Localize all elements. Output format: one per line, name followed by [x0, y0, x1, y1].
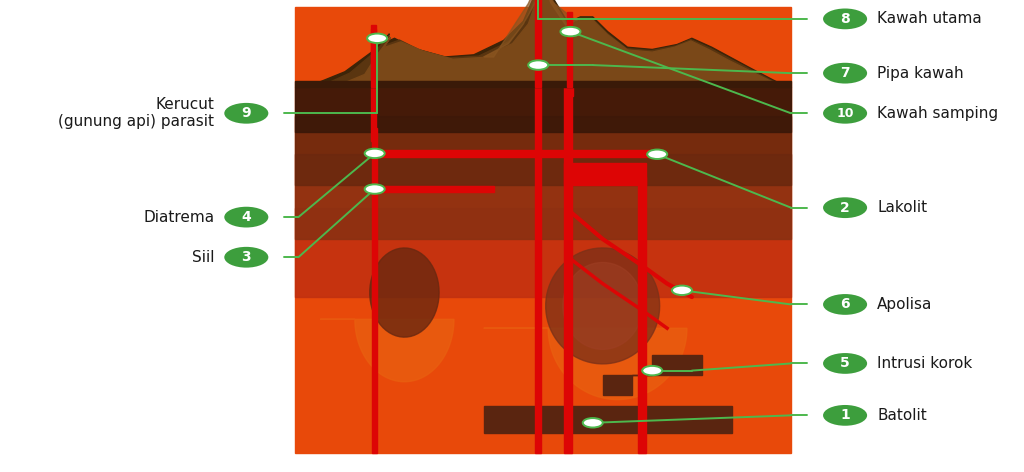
Circle shape: [365, 185, 385, 194]
Polygon shape: [563, 262, 643, 349]
Polygon shape: [370, 150, 558, 157]
Polygon shape: [536, 0, 542, 453]
Polygon shape: [536, 0, 542, 87]
Text: Batolit: Batolit: [878, 408, 927, 423]
Circle shape: [642, 366, 663, 375]
Polygon shape: [295, 117, 791, 185]
Text: 9: 9: [242, 106, 251, 120]
Text: 3: 3: [242, 250, 251, 264]
Text: Pipa kawah: Pipa kawah: [878, 66, 964, 81]
Circle shape: [368, 34, 387, 43]
Polygon shape: [483, 0, 578, 57]
Polygon shape: [295, 87, 791, 132]
Polygon shape: [567, 20, 573, 96]
Circle shape: [823, 63, 867, 84]
Circle shape: [560, 27, 581, 36]
Circle shape: [823, 197, 867, 218]
Polygon shape: [372, 127, 377, 453]
Polygon shape: [564, 74, 572, 453]
Text: Kawah utama: Kawah utama: [878, 11, 982, 26]
Circle shape: [823, 8, 867, 29]
Polygon shape: [295, 154, 791, 239]
Circle shape: [647, 150, 668, 159]
Text: Siil: Siil: [191, 250, 214, 265]
Polygon shape: [370, 248, 439, 337]
Polygon shape: [567, 11, 572, 87]
Polygon shape: [295, 81, 791, 87]
Circle shape: [823, 405, 867, 426]
Text: Apolisa: Apolisa: [878, 297, 933, 312]
Circle shape: [583, 418, 603, 428]
Circle shape: [823, 294, 867, 315]
Polygon shape: [564, 163, 646, 185]
Text: 10: 10: [837, 107, 854, 120]
Polygon shape: [638, 177, 646, 453]
Text: 2: 2: [841, 201, 850, 215]
Polygon shape: [546, 248, 659, 364]
Polygon shape: [321, 320, 454, 382]
Text: 6: 6: [841, 297, 850, 312]
Circle shape: [224, 207, 268, 228]
Text: Intrusi korok: Intrusi korok: [878, 356, 973, 371]
Circle shape: [823, 353, 867, 374]
Polygon shape: [295, 0, 791, 87]
Circle shape: [823, 103, 867, 124]
Text: 1: 1: [841, 408, 850, 422]
Text: Kawah samping: Kawah samping: [878, 106, 998, 121]
Polygon shape: [370, 186, 494, 192]
Text: 5: 5: [841, 356, 850, 371]
Text: Lakolit: Lakolit: [878, 200, 928, 215]
Circle shape: [528, 60, 548, 70]
Text: 8: 8: [841, 12, 850, 26]
Text: 4: 4: [242, 210, 251, 224]
Circle shape: [672, 286, 692, 295]
Polygon shape: [300, 0, 791, 87]
Polygon shape: [295, 208, 791, 297]
Circle shape: [224, 103, 268, 124]
Text: Diatrema: Diatrema: [143, 210, 214, 225]
Polygon shape: [558, 150, 657, 157]
Polygon shape: [371, 25, 376, 87]
Polygon shape: [603, 355, 701, 395]
Polygon shape: [483, 328, 687, 400]
Text: Kerucut
(gunung api) parasit: Kerucut (gunung api) parasit: [58, 97, 214, 129]
Circle shape: [224, 247, 268, 268]
Text: 7: 7: [841, 66, 850, 80]
Polygon shape: [295, 7, 791, 453]
Polygon shape: [371, 29, 376, 141]
Circle shape: [365, 149, 385, 158]
Polygon shape: [310, 0, 776, 87]
Polygon shape: [483, 406, 731, 433]
